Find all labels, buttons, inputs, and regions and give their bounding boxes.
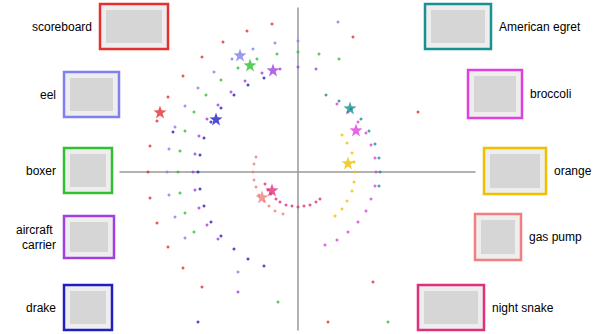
svg-text:carrier: carrier: [22, 238, 56, 252]
svg-text:drake: drake: [26, 301, 56, 315]
svg-text:eel: eel: [40, 88, 56, 102]
svg-text:aircraft: aircraft: [16, 223, 56, 237]
svg-text:broccoli: broccoli: [530, 87, 571, 101]
svg-text:scoreboard: scoreboard: [32, 20, 92, 34]
svg-text:gas pump: gas pump: [529, 230, 582, 244]
svg-text:orange: orange: [554, 164, 592, 178]
svg-text:boxer: boxer: [26, 164, 56, 178]
svg-text:American egret: American egret: [499, 20, 581, 34]
svg-text:night snake: night snake: [492, 301, 554, 315]
